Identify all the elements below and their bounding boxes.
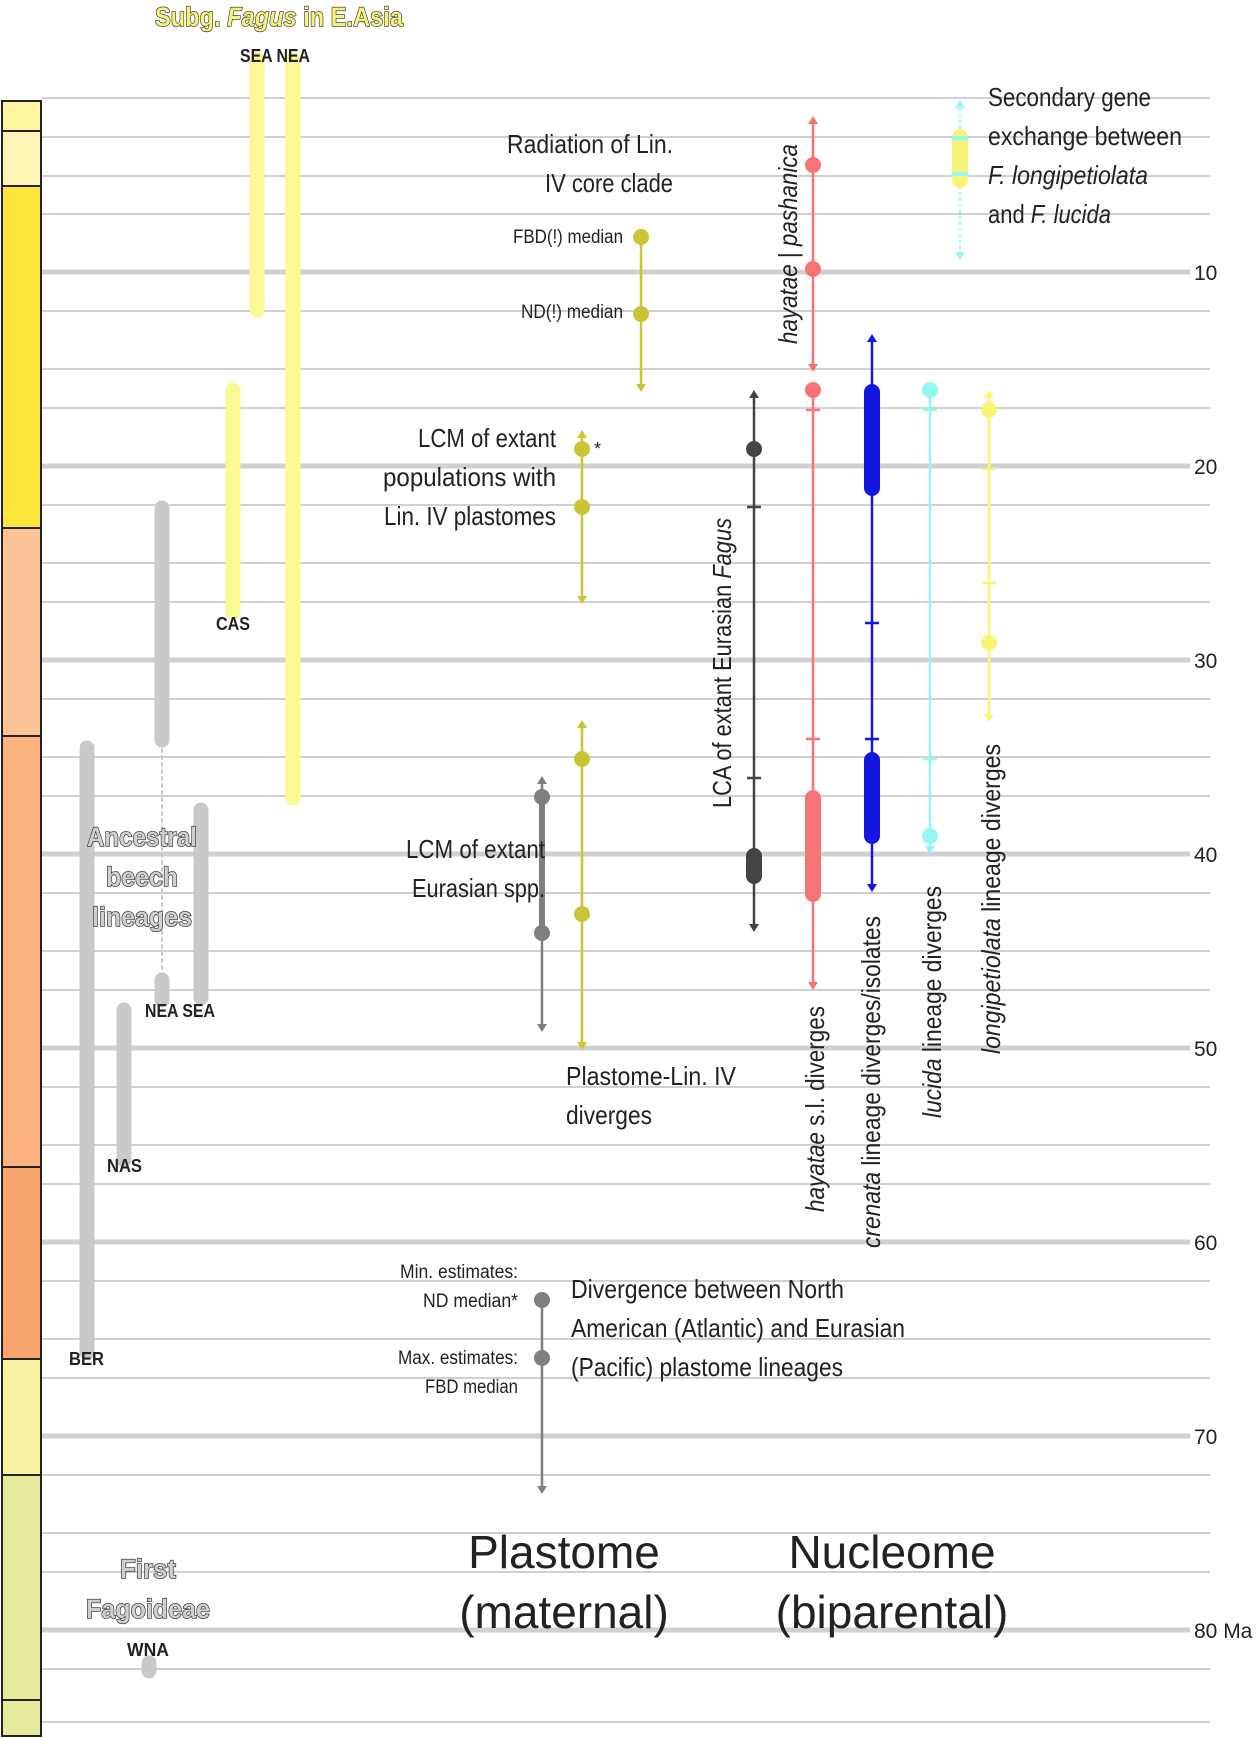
radiation-label-1: Radiation of Lin. — [507, 129, 673, 159]
tick-label-60: 60 — [1194, 1232, 1217, 1255]
crenata-bar — [864, 334, 880, 892]
lcm-populations-3: Lin. IV plastomes — [384, 501, 556, 531]
min-estimates-1: Min. estimates: — [400, 1262, 518, 1283]
hayatae-sl-label: hayatae s.l. diverges — [800, 1006, 830, 1212]
timescale-seg-1 — [1, 100, 42, 132]
lcm-populations-2: populations with — [383, 462, 556, 492]
nucleome-heading-2: (biparental) — [776, 1586, 1009, 1638]
divergence-label-1: Divergence between North — [571, 1274, 844, 1304]
label-wna: WNA — [127, 1640, 169, 1660]
lca-eurasian-bar — [746, 390, 762, 932]
max-estimates-2: FBD median — [425, 1377, 518, 1398]
longipetiolata-bar — [981, 390, 997, 722]
timescale-seg-9 — [1, 1699, 42, 1737]
timescale-seg-2 — [1, 130, 42, 187]
min-estimates-2: ND median* — [423, 1291, 519, 1312]
secondary-exchange-2: exchange between — [988, 121, 1182, 151]
plastome-annotations: Radiation of Lin. IV core clade FBD(!) m… — [383, 129, 905, 1638]
tick-label-50: 50 — [1194, 1038, 1217, 1061]
plastome-heading-1: Plastome — [468, 1526, 660, 1578]
longipetiolata-label: longipetiolata lineage diverges — [976, 744, 1006, 1054]
plastome-heading-2: (maternal) — [459, 1586, 669, 1638]
lcm-populations-1: LCM of extant — [418, 423, 557, 453]
nucleome-heading-1: Nucleome — [788, 1526, 995, 1578]
secondary-exchange-bar — [952, 100, 968, 260]
lcm-eurasian-1: LCM of extant — [406, 834, 546, 864]
figure-title: Subg. Fagus in E.Asia — [155, 2, 404, 32]
lucida-bar — [922, 382, 938, 854]
timescale-seg-5 — [1, 735, 42, 1168]
hayatae-sl-bar — [805, 382, 821, 990]
label-cas: CAS — [216, 614, 250, 634]
label-ancestral-2: beech — [106, 862, 178, 892]
divergence-label-3: (Pacific) plastome lineages — [571, 1352, 843, 1382]
label-sea-nea-top: SEA NEA — [240, 46, 310, 66]
lcm-eurasian-bar — [534, 776, 550, 1032]
label-first-2: Fagoideae — [86, 1594, 210, 1624]
tick-label-10: 10 — [1194, 262, 1217, 285]
east-asia-lineage-bars — [225, 52, 301, 806]
max-estimates-1: Max. estimates: — [398, 1348, 518, 1369]
divergence-label-2: American (Atlantic) and Eurasian — [571, 1313, 905, 1343]
group-labels: Ancestral beech lineages First Fagoideae — [85, 821, 210, 1624]
label-first-1: First — [120, 1554, 176, 1584]
label-nas: NAS — [107, 1156, 142, 1176]
axis-ticks: 10 20 30 40 50 60 70 80 Ma — [1194, 262, 1253, 1643]
label-ber: BER — [69, 1349, 104, 1369]
radiation-label-2: IV core clade — [545, 168, 673, 198]
secondary-exchange-1: Secondary gene — [988, 82, 1151, 112]
lca-eurasian-label: LCA of extant Eurasian Fagus — [707, 518, 737, 808]
gridlines — [42, 97, 1210, 1723]
crenata-label: crenata lineage diverges/isolates — [856, 916, 886, 1248]
label-nea-sea: NEA SEA — [145, 1001, 215, 1021]
secondary-exchange-4: and F. lucida — [988, 199, 1111, 229]
label-ancestral-3: lineages — [92, 902, 192, 932]
tick-label-30: 30 — [1194, 650, 1217, 673]
nd-median-label: ND(!) median — [521, 302, 623, 323]
tick-label-20: 20 — [1194, 456, 1217, 479]
plastome-lin4-bar — [574, 720, 590, 1050]
lucida-label: lucida lineage diverges — [917, 886, 947, 1118]
lineage-labels: SEA NEA CAS NEA SEA NAS BER WNA — [69, 46, 310, 1660]
lcm-eurasian-2: Eurasian spp. — [412, 873, 545, 903]
timescale-seg-8 — [1, 1474, 42, 1701]
hayatae-pashanica-bar — [805, 116, 821, 372]
tick-label-40: 40 — [1194, 844, 1217, 867]
plastome-bars — [534, 229, 649, 1494]
tick-label-70: 70 — [1194, 1426, 1217, 1449]
axis-unit-label: 80 Ma — [1194, 1620, 1253, 1643]
divergence-bar — [534, 1292, 550, 1494]
lcm-populations-bar — [574, 430, 590, 604]
geological-timescale — [1, 100, 42, 1737]
nucleome-annotations: LCA of extant Eurasian Fagus hayatae | p… — [707, 82, 1182, 1638]
plastome-lin4-1: Plastome-Lin. IV — [566, 1061, 737, 1091]
timescale-seg-3 — [1, 185, 42, 529]
label-ancestral-1: Ancestral — [87, 822, 197, 852]
ancestral-lineage-bars — [79, 500, 209, 1679]
nucleome-bars — [746, 100, 997, 990]
fbd-median-label: FBD(!) median — [513, 227, 623, 248]
hayatae-pashanica-label: hayatae | pashanica — [773, 144, 803, 344]
plastome-lin4-2: diverges — [566, 1100, 652, 1130]
timescale-seg-7 — [1, 1358, 42, 1476]
radiation-bar — [633, 229, 649, 392]
timescale-seg-4 — [1, 527, 42, 737]
asterisk-mark: * — [594, 439, 601, 459]
timescale-seg-6 — [1, 1166, 42, 1360]
secondary-exchange-3: F. longipetiolata — [988, 160, 1148, 190]
